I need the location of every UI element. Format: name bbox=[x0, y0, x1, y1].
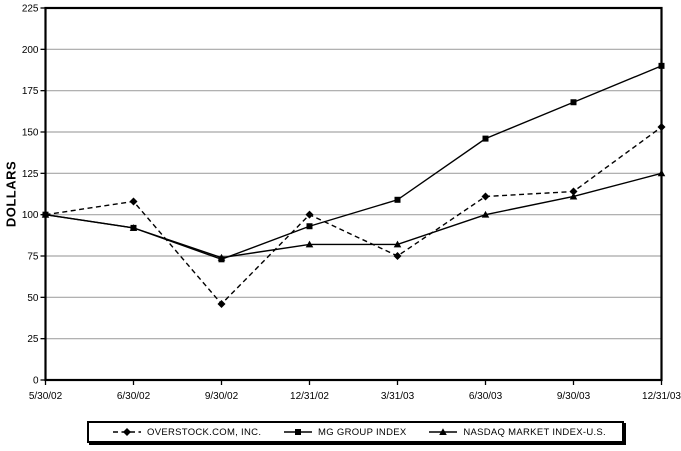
square-marker bbox=[394, 196, 401, 203]
x-tick-label: 6/30/03 bbox=[469, 391, 503, 402]
y-tick-label: 100 bbox=[22, 210, 39, 221]
triangle-marker bbox=[41, 210, 50, 218]
x-tick-label: 9/30/02 bbox=[205, 391, 239, 402]
diamond-marker bbox=[129, 197, 138, 206]
y-tick-label: 25 bbox=[27, 334, 39, 345]
legend-marker bbox=[295, 429, 302, 435]
y-axis-title: DOLLARS bbox=[3, 160, 19, 228]
dashed-diamond-line-icon bbox=[113, 428, 141, 436]
y-tick-label: 75 bbox=[27, 252, 39, 263]
diamond-marker bbox=[305, 210, 314, 219]
x-tick-label: 9/30/03 bbox=[557, 391, 591, 402]
y-tick-label: 0 bbox=[33, 376, 39, 387]
series bbox=[41, 123, 666, 308]
x-tick-label: 12/31/02 bbox=[290, 391, 329, 402]
y-tick-label: 150 bbox=[22, 128, 39, 139]
legend-item-overstock: OVERSTOCK.COM, INC. bbox=[113, 427, 261, 438]
y-tick-label: 200 bbox=[22, 45, 39, 56]
diamond-marker bbox=[393, 252, 402, 260]
solid-triangle-line-icon bbox=[429, 428, 458, 435]
square-marker bbox=[306, 223, 313, 230]
triangle-marker bbox=[569, 192, 578, 200]
triangle-marker bbox=[657, 169, 666, 177]
legend-label: MG GROUP INDEX bbox=[318, 426, 407, 438]
legend-label: NASDAQ MARKET INDEX-U.S. bbox=[463, 426, 606, 438]
legend: OVERSTOCK.COM, INC. MG GROUP INDEX NASDA… bbox=[87, 421, 624, 443]
legend-marker bbox=[123, 428, 131, 436]
triangle-marker bbox=[305, 240, 314, 248]
triangle-marker bbox=[393, 240, 402, 248]
diamond-marker bbox=[481, 192, 490, 201]
x-tick-label: 6/30/02 bbox=[117, 391, 151, 402]
y-tick-label: 125 bbox=[22, 169, 39, 180]
square-marker bbox=[482, 135, 489, 142]
series bbox=[41, 169, 666, 261]
legend-marker bbox=[439, 428, 448, 435]
diamond-marker bbox=[657, 123, 666, 132]
diamond-marker bbox=[569, 187, 578, 196]
y-tick-label: 225 bbox=[22, 4, 39, 15]
x-tick-label: 12/31/03 bbox=[642, 391, 681, 402]
y-tick-label: 175 bbox=[22, 86, 39, 97]
legend-item-mg-group: MG GROUP INDEX bbox=[284, 427, 406, 438]
legend-label: OVERSTOCK.COM, INC. bbox=[147, 426, 262, 438]
square-marker bbox=[658, 62, 665, 69]
y-tick-label: 50 bbox=[27, 293, 39, 304]
series-line bbox=[45, 172, 662, 259]
plot-area: 0 25 50 75 100 125 150 175 200 225 5/30/02 6/30/02 9… bbox=[22, 4, 681, 403]
diamond-marker bbox=[217, 299, 226, 308]
triangle-marker bbox=[481, 210, 490, 218]
series-line bbox=[45, 126, 662, 305]
series-line bbox=[45, 65, 662, 261]
legend-item-nasdaq: NASDAQ MARKET INDEX-U.S. bbox=[429, 427, 606, 438]
x-tick-label: 3/31/03 bbox=[381, 391, 415, 402]
triangle-marker bbox=[217, 253, 226, 261]
solid-square-line-icon bbox=[284, 429, 313, 435]
square-marker bbox=[570, 99, 577, 106]
series bbox=[42, 62, 665, 263]
triangle-marker bbox=[129, 224, 138, 231]
plot-frame bbox=[44, 6, 663, 382]
x-tick-label: 5/30/02 bbox=[29, 391, 63, 402]
